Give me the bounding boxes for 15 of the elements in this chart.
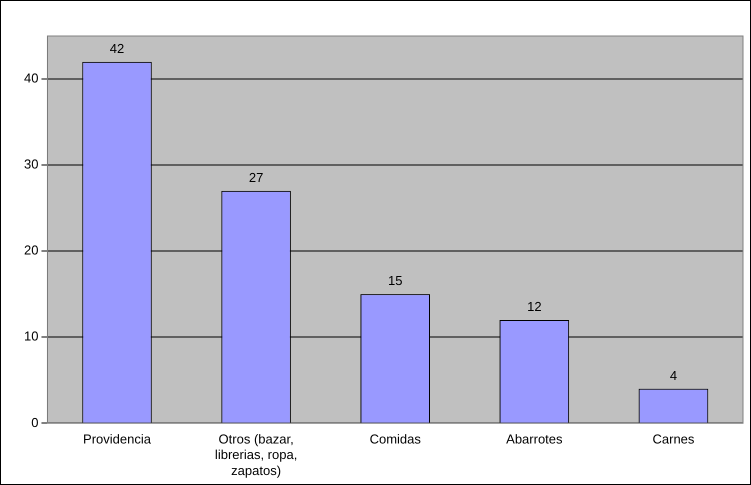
data-label: 15 bbox=[388, 273, 402, 288]
y-tick-label: 20 bbox=[24, 242, 38, 258]
x-tick-label: Providencia bbox=[83, 432, 152, 447]
x-tick-label: Comidas bbox=[370, 432, 422, 447]
x-tick-label: Carnes bbox=[652, 432, 695, 447]
y-tick-label: 30 bbox=[24, 156, 38, 172]
x-tick-label: Abarrotes bbox=[506, 432, 564, 447]
x-tick-label: Otros (bazar, librerias, ropa, zapatos) bbox=[214, 432, 298, 478]
y-tick-label: 10 bbox=[24, 328, 38, 344]
y-tick-label: 40 bbox=[24, 70, 38, 86]
y-tick-label: 0 bbox=[31, 414, 38, 430]
data-label: 12 bbox=[527, 299, 542, 314]
data-label: 27 bbox=[248, 170, 264, 185]
data-label: 4 bbox=[670, 368, 678, 383]
data-label: 42 bbox=[110, 40, 124, 56]
